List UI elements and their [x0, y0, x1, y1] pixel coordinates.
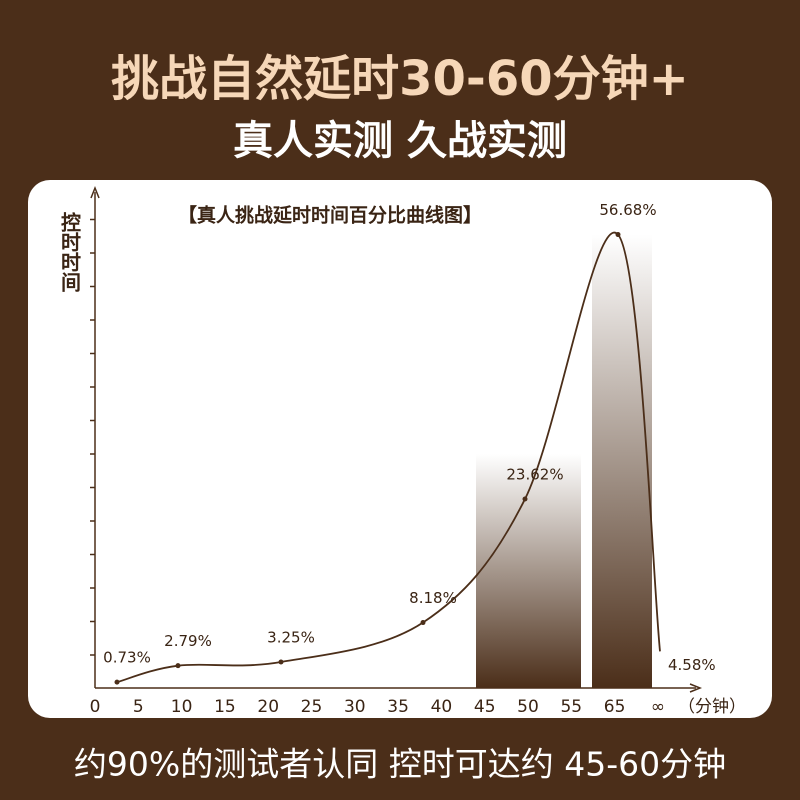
x-tick-label: 15 — [214, 697, 236, 717]
x-axis-arrow — [689, 683, 703, 693]
x-tick-label: 30 — [344, 697, 366, 717]
subtitle: 真人实测 久战实测 — [233, 118, 567, 164]
data-point — [420, 620, 426, 626]
value-label: 8.18% — [409, 589, 457, 607]
x-tick-label: ∞ — [651, 697, 665, 717]
x-tick-label: 0 — [90, 697, 101, 717]
value-label: 4.58% — [668, 656, 716, 674]
x-axis-unit: （分钟） — [678, 697, 746, 717]
x-tick-label: 10 — [171, 697, 193, 717]
x-tick-label: 20 — [257, 697, 279, 717]
title: 挑战自然延时30-60分钟+ — [111, 51, 689, 107]
data-point — [278, 659, 284, 665]
data-point — [114, 679, 120, 685]
data-point — [615, 232, 621, 238]
footer-text: 约90%的测试者认同 控时可达约 45-60分钟 — [74, 745, 726, 784]
data-point — [175, 663, 181, 669]
y-axis-label: 控时时间 — [58, 211, 82, 292]
plot: 0 5 10 15 20 25 30 35 40 45 50 55 65 ∞ （分钟） 0.73% 2.79% 3… — [90, 185, 746, 717]
x-tick-label: 35 — [387, 697, 409, 717]
x-tick-label: 50 — [517, 697, 539, 717]
highlight-bar — [476, 454, 581, 688]
value-label: 23.62% — [506, 466, 563, 484]
x-tick-label: 65 — [604, 697, 626, 717]
value-label: 56.68% — [599, 201, 656, 219]
chart-title: 【真人挑战延时时间百分比曲线图】 — [178, 204, 482, 227]
x-tick-label: 25 — [301, 697, 323, 717]
value-label: 0.73% — [103, 649, 151, 667]
value-label: 3.25% — [267, 629, 315, 647]
data-point — [522, 496, 528, 502]
percent-curve — [116, 231, 661, 684]
y-axis-arrow — [90, 185, 100, 199]
x-tick-label: 45 — [474, 697, 496, 717]
x-tick-label: 5 — [133, 697, 144, 717]
chart-panel — [28, 180, 772, 718]
highlight-bar — [592, 234, 652, 688]
x-tick-label: 40 — [431, 697, 453, 717]
value-label: 2.79% — [164, 632, 212, 650]
x-tick-label: 55 — [560, 697, 582, 717]
